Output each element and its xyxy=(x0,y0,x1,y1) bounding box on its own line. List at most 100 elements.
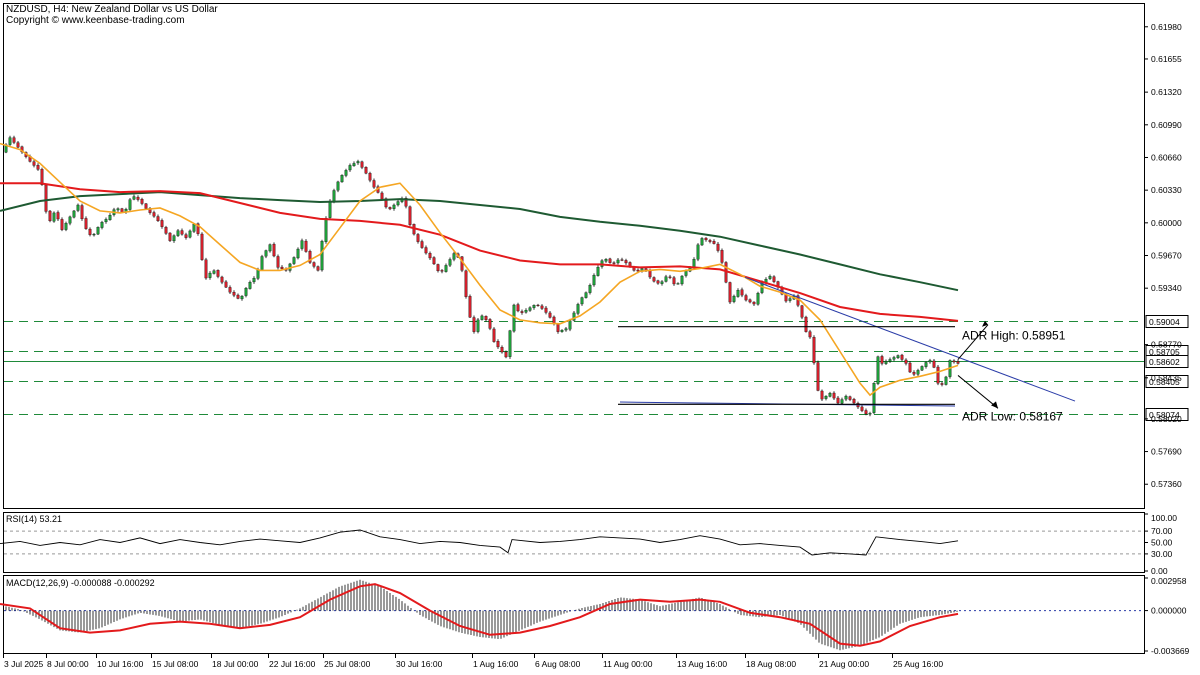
candle-body xyxy=(924,362,928,367)
candle-body xyxy=(944,376,948,385)
candle-body xyxy=(352,163,356,167)
candle-body xyxy=(716,243,720,251)
candle-body xyxy=(160,220,164,227)
candle-body xyxy=(816,362,820,391)
time-tick-label: 15 Jul 08:00 xyxy=(152,659,199,669)
candle-body xyxy=(360,161,364,168)
candle-body xyxy=(280,266,284,270)
level-price-box xyxy=(1145,408,1189,421)
candle-body xyxy=(308,251,312,263)
candle-body xyxy=(208,272,212,278)
candle-body xyxy=(236,294,240,299)
candle-body xyxy=(48,210,52,222)
candle-body xyxy=(404,198,408,207)
candlesticks xyxy=(4,135,960,417)
candle-body xyxy=(728,282,732,303)
candle-body xyxy=(920,366,924,371)
candle-body xyxy=(608,258,612,263)
candle-body xyxy=(652,277,656,282)
candle-body xyxy=(940,383,944,385)
candle-body xyxy=(772,276,776,282)
candle-body xyxy=(440,270,444,272)
time-tick-label: 11 Aug 00:00 xyxy=(603,659,653,669)
candle-body xyxy=(228,287,232,293)
candle-body xyxy=(580,297,584,305)
candle-body xyxy=(268,244,272,252)
rsi-tick-label: 50.00 xyxy=(1151,538,1173,548)
candle-body xyxy=(248,282,252,289)
time-tick-label: 8 Jul 00:00 xyxy=(47,659,89,669)
level-price-box xyxy=(1145,375,1189,388)
candle-body xyxy=(348,165,352,171)
candle-body xyxy=(656,280,660,284)
candle-body xyxy=(164,227,168,234)
candle-body xyxy=(220,276,224,283)
candle-body xyxy=(320,241,324,271)
candle-body xyxy=(200,233,204,260)
candle-body xyxy=(380,192,384,200)
price-tick-label: 0.60990 xyxy=(1151,120,1182,130)
candle-body xyxy=(40,169,44,185)
candle-body xyxy=(672,277,676,285)
candle-body xyxy=(304,240,308,252)
candle-body xyxy=(132,196,136,200)
price-tick-label: 0.61980 xyxy=(1151,22,1182,32)
candle-body xyxy=(712,240,716,244)
candle-body xyxy=(76,204,80,211)
macd-tick-label: 0.002958 xyxy=(1151,576,1187,586)
candle-body xyxy=(488,319,492,329)
candle-body xyxy=(296,248,300,259)
candle-body xyxy=(140,198,144,204)
level-price-label: 0.58405 xyxy=(1149,377,1180,387)
rsi-tick-label: 70.00 xyxy=(1151,526,1173,536)
candle-body xyxy=(704,237,708,241)
candle-body xyxy=(840,399,844,404)
candle-body xyxy=(752,301,756,305)
candle-body xyxy=(252,278,256,283)
candle-body xyxy=(388,207,392,210)
adr-low-arrowhead xyxy=(991,401,998,409)
candle-body xyxy=(72,210,76,218)
rsi-label: RSI(14) 53.21 xyxy=(6,514,62,524)
candle-body xyxy=(272,243,276,257)
moving-average-red xyxy=(0,182,959,322)
candle-body xyxy=(828,392,832,397)
candle-body xyxy=(416,234,420,242)
candle-body xyxy=(860,406,864,411)
candle-body xyxy=(740,289,744,296)
candle-body xyxy=(372,180,376,188)
price-tick-label: 0.57360 xyxy=(1151,479,1182,489)
candle-body xyxy=(232,292,236,296)
candle-body xyxy=(664,276,668,282)
candle-body xyxy=(936,366,940,384)
candle-body xyxy=(864,410,868,415)
trendline xyxy=(744,276,1076,402)
adr-high-label: ADR High: 0.58951 xyxy=(962,329,1066,343)
rsi-tick-label: 30.00 xyxy=(1151,549,1173,559)
candle-body xyxy=(312,262,316,267)
candle-body xyxy=(892,357,896,360)
candle-body xyxy=(744,295,748,301)
candle-body xyxy=(136,196,140,200)
candle-body xyxy=(800,305,804,318)
candle-body xyxy=(92,234,96,236)
candle-body xyxy=(168,232,172,241)
time-tick-label: 25 Jul 08:00 xyxy=(324,659,371,669)
candle-body xyxy=(212,270,216,274)
candle-body xyxy=(36,165,40,170)
candle-body xyxy=(116,208,120,211)
candle-body xyxy=(32,161,36,166)
candle-body xyxy=(364,167,368,174)
candle-body xyxy=(956,361,960,364)
level-price-box xyxy=(1145,315,1189,328)
candle-body xyxy=(260,256,264,270)
candle-body xyxy=(368,173,372,181)
candle-body xyxy=(556,323,560,332)
candle-body xyxy=(324,218,328,242)
candle-body xyxy=(668,276,672,278)
rsi-tick-label: 0.00 xyxy=(1151,566,1168,576)
adr-low-label: ADR Low: 0.58167 xyxy=(962,409,1063,423)
candle-body xyxy=(100,222,104,228)
time-tick-label: 21 Aug 00:00 xyxy=(819,659,869,669)
